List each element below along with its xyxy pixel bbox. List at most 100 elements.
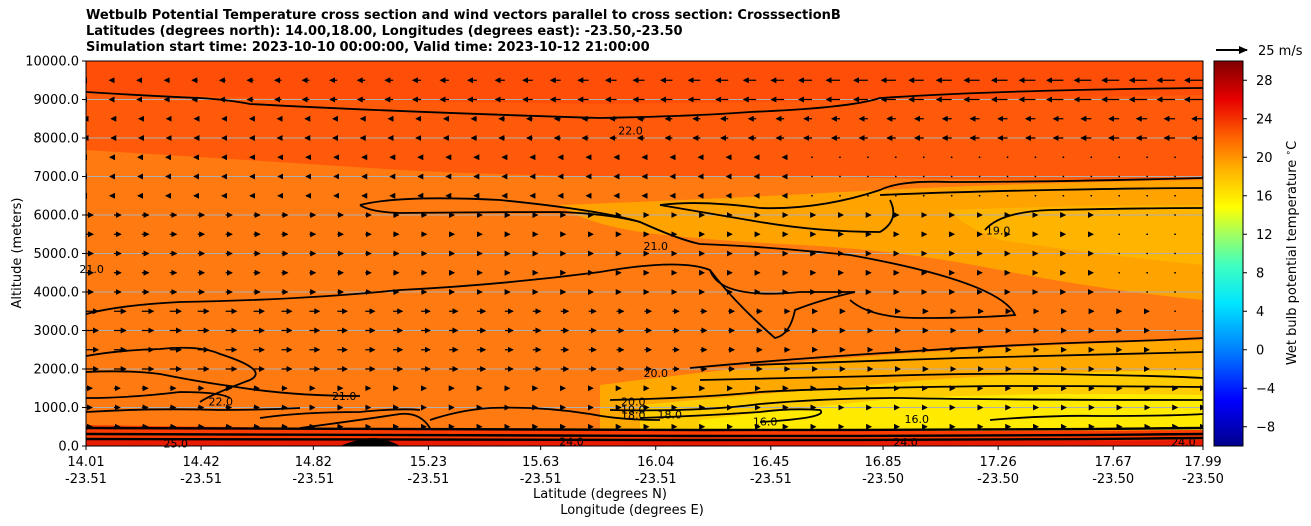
- wind-vector-dot: [1174, 175, 1176, 178]
- chart-title-line-3: Simulation start time: 2023-10-10 00:00:…: [86, 40, 650, 55]
- colorbar-tick-label: 12: [1256, 228, 1273, 243]
- contour-line: [86, 370, 361, 397]
- x-tick-label-longitude: -23.50: [977, 472, 1019, 487]
- contour-line: [359, 204, 641, 223]
- x-axis: 14.01 -23.51 14.42 -23.51 14.82 -23.51 15.23 -2…: [65, 446, 1224, 487]
- wind-vector-dot: [922, 156, 925, 159]
- y-tick-label: 10000.0: [25, 55, 79, 70]
- wind-vector-dot: [867, 156, 869, 159]
- contour-line: [659, 199, 895, 233]
- x-tick-label-latitude: 14.42: [182, 455, 219, 470]
- wind-vector-dot: [1174, 233, 1176, 236]
- wind-vector-dot: [894, 194, 897, 197]
- wind-vector-dot: [1146, 233, 1149, 236]
- colorbar-tick-label: 4: [1256, 305, 1264, 320]
- wind-vector-dot: [1174, 348, 1176, 351]
- quiver-key-label: 25 m/s: [1258, 44, 1303, 59]
- contour-label: 19.0: [986, 224, 1011, 237]
- contour-line: [639, 408, 823, 423]
- colorbar-tick-label: −8: [1256, 420, 1275, 435]
- wind-vector-dot: [950, 156, 953, 159]
- wind-vector-dot: [811, 175, 813, 178]
- x-tick-label-longitude: -23.51: [520, 472, 562, 487]
- x-tick-label-longitude: -23.50: [1092, 472, 1134, 487]
- wind-vector-dot: [978, 156, 981, 159]
- wind-vector-dot: [922, 194, 925, 197]
- colorbar-ticks: −8 −4 0 4 8 12 16 20 24 28: [1243, 74, 1275, 435]
- y-tick-label: 7000.0: [34, 170, 80, 185]
- x-tick-label-longitude: -23.50: [862, 472, 904, 487]
- x-tick-label-latitude: 17.67: [1095, 455, 1132, 470]
- wind-vector-dot: [922, 175, 925, 178]
- contour-line: [989, 413, 1203, 421]
- wind-vector-dot: [1062, 194, 1065, 197]
- wind-vector-dot: [1062, 156, 1065, 159]
- x-tick-label-latitude: 17.99: [1184, 455, 1221, 470]
- field-low-cool-3: [700, 394, 1203, 432]
- wind-vector-dot: [1174, 271, 1176, 274]
- wind-vector-dot: [978, 175, 981, 178]
- chart-title-line-1: Wetbulb Potential Temperature cross sect…: [86, 8, 841, 23]
- contour-label: 25.0: [164, 437, 189, 450]
- contour-line: [749, 351, 1203, 366]
- wind-vector-dot: [1174, 252, 1176, 255]
- wind-vector-dot: [867, 175, 869, 178]
- contour-label: 18.0: [658, 408, 683, 421]
- wind-vector-dot: [839, 194, 841, 197]
- field-top-band: [86, 61, 1203, 104]
- colorbar-tick-label: 28: [1256, 74, 1273, 89]
- wind-vector-dot: [1034, 194, 1037, 197]
- wind-vector-dot: [1146, 156, 1149, 159]
- wind-vector-dot: [1118, 175, 1121, 178]
- wind-vector-dot: [1146, 291, 1149, 293]
- wind-vector-dot: [1174, 214, 1176, 216]
- wind-vector-dot: [839, 156, 841, 159]
- x-tick-label-longitude: -23.51: [407, 472, 449, 487]
- wind-vector-dot: [811, 156, 813, 159]
- wind-vector-dot: [1146, 194, 1149, 197]
- contour-label: 24.0: [893, 436, 918, 449]
- contour-line: [699, 372, 1203, 381]
- wind-vector-dot: [1006, 194, 1009, 197]
- contour-line: [879, 187, 1203, 196]
- x-tick-label-longitude: -23.51: [292, 472, 334, 487]
- x-axis-label-latitude: Latitude (degrees N): [533, 487, 667, 502]
- wind-vector-dot: [1006, 175, 1009, 178]
- contour-label: 24.0: [1171, 436, 1196, 449]
- contour-line: [86, 391, 231, 399]
- terrain: [340, 438, 400, 446]
- contour-label: 16.0: [904, 413, 929, 426]
- wind-vector-dot: [894, 175, 897, 178]
- x-axis-label-longitude: Longitude (degrees E): [560, 503, 704, 518]
- contour-line: [86, 263, 856, 339]
- wind-vector-dot: [1062, 175, 1065, 178]
- wind-vector-dot: [1174, 156, 1176, 159]
- colorbar-label: Wet bulb potential temperature ∘C: [1284, 141, 1300, 365]
- wind-vector-dot: [1118, 252, 1121, 255]
- wind-vector-dot: [1090, 175, 1093, 178]
- colorbar: [1213, 60, 1244, 447]
- y-tick-label: 4000.0: [34, 286, 80, 301]
- x-tick-label-latitude: 16.45: [752, 455, 789, 470]
- wind-vector-dot: [1174, 291, 1176, 293]
- contour-line: [86, 87, 1203, 119]
- y-axis-label: Altitude (meters): [10, 198, 25, 309]
- contour-label: 21.0: [79, 263, 104, 276]
- colorbar-tick-label: 0: [1256, 343, 1264, 358]
- y-tick-label: 6000.0: [34, 209, 80, 224]
- wind-vector-dot: [978, 194, 981, 197]
- wind-vector-dot: [1174, 368, 1176, 370]
- wind-vector-dot: [1146, 214, 1149, 216]
- wind-vector-dot: [1118, 233, 1121, 236]
- y-axis: 0.0 1000.0 2000.0 3000.0 4000.0 5000.0 6000.0 7…: [25, 55, 86, 455]
- x-tick-label-latitude: 16.85: [864, 455, 901, 470]
- colorbar-tick-label: 24: [1256, 112, 1273, 127]
- x-tick-label-latitude: 15.23: [410, 455, 447, 470]
- wind-vector-dot: [1118, 194, 1121, 197]
- wind-vector-dot: [1034, 175, 1037, 178]
- x-tick-label-latitude: 17.26: [980, 455, 1017, 470]
- contour-line: [984, 207, 1203, 231]
- wind-vector-dot: [839, 175, 841, 178]
- wind-vector-dot: [1034, 156, 1037, 159]
